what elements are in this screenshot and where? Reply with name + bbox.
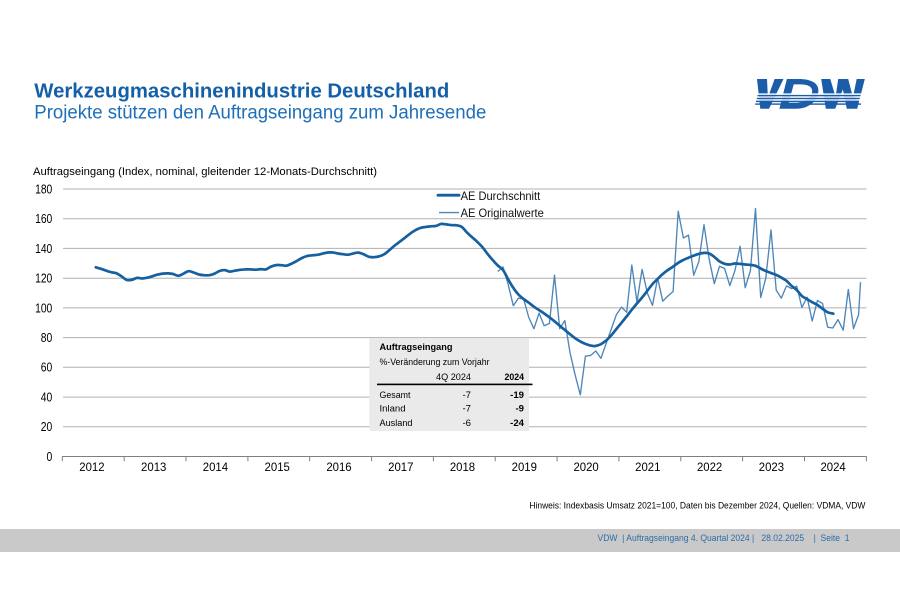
svg-text:-6: -6 [462, 418, 471, 429]
svg-text:AE Durchschnitt: AE Durchschnitt [461, 189, 541, 203]
svg-text:Hinweis: Indexbasis Umsatz 202: Hinweis: Indexbasis Umsatz 2021=100, Dat… [529, 499, 865, 510]
svg-text:-7: -7 [462, 390, 471, 401]
svg-text:-24: -24 [510, 418, 525, 429]
svg-text:2024: 2024 [505, 372, 525, 383]
svg-text:Auftragseingang: Auftragseingang [380, 342, 453, 353]
svg-text:2018: 2018 [450, 462, 475, 474]
svg-text:2024: 2024 [820, 462, 846, 474]
svg-text:40: 40 [41, 391, 53, 405]
svg-text:4Q 2024: 4Q 2024 [436, 372, 472, 383]
svg-text:180: 180 [35, 182, 52, 196]
svg-text:2022: 2022 [697, 462, 722, 474]
svg-text:-9: -9 [515, 404, 524, 415]
svg-text:160: 160 [35, 212, 52, 226]
svg-text:120: 120 [35, 272, 52, 286]
svg-text:2016: 2016 [326, 462, 351, 474]
svg-text:Auftragseingang (Index, nomina: Auftragseingang (Index, nominal, gleiten… [33, 166, 377, 178]
svg-text:2023: 2023 [759, 462, 784, 474]
svg-text:20: 20 [41, 420, 53, 434]
svg-text:Gesamt: Gesamt [380, 390, 411, 401]
svg-text:%-Veränderung zum Vorjahr: %-Veränderung zum Vorjahr [380, 357, 491, 368]
svg-text:100: 100 [35, 301, 52, 315]
svg-text:Werkzeugmaschinenindustrie Deu: Werkzeugmaschinenindustrie Deutschland [34, 81, 449, 103]
svg-text:-7: -7 [462, 404, 471, 415]
svg-text:AE Originalwerte: AE Originalwerte [461, 206, 545, 220]
svg-text:2019: 2019 [512, 462, 537, 474]
svg-text:Ausland: Ausland [380, 418, 413, 429]
svg-text:2021: 2021 [635, 462, 660, 474]
svg-text:-19: -19 [510, 390, 524, 401]
svg-text:140: 140 [35, 242, 52, 256]
svg-text:60: 60 [41, 361, 53, 375]
svg-text:2020: 2020 [573, 462, 598, 474]
svg-text:Projekte stützen den Auftragse: Projekte stützen den Auftragseingang zum… [34, 103, 486, 124]
svg-text:2012: 2012 [79, 462, 104, 474]
svg-text:0: 0 [47, 450, 53, 464]
svg-text:2015: 2015 [265, 462, 290, 474]
svg-text:80: 80 [41, 331, 53, 345]
svg-text:VDW | Auftragseingang 4. Quar: VDW | Auftragseingang 4. Quartal 2024 | … [598, 533, 850, 543]
svg-text:Inland: Inland [380, 404, 406, 415]
svg-text:2017: 2017 [388, 462, 413, 474]
svg-text:2013: 2013 [141, 462, 166, 474]
svg-text:2014: 2014 [203, 462, 229, 474]
